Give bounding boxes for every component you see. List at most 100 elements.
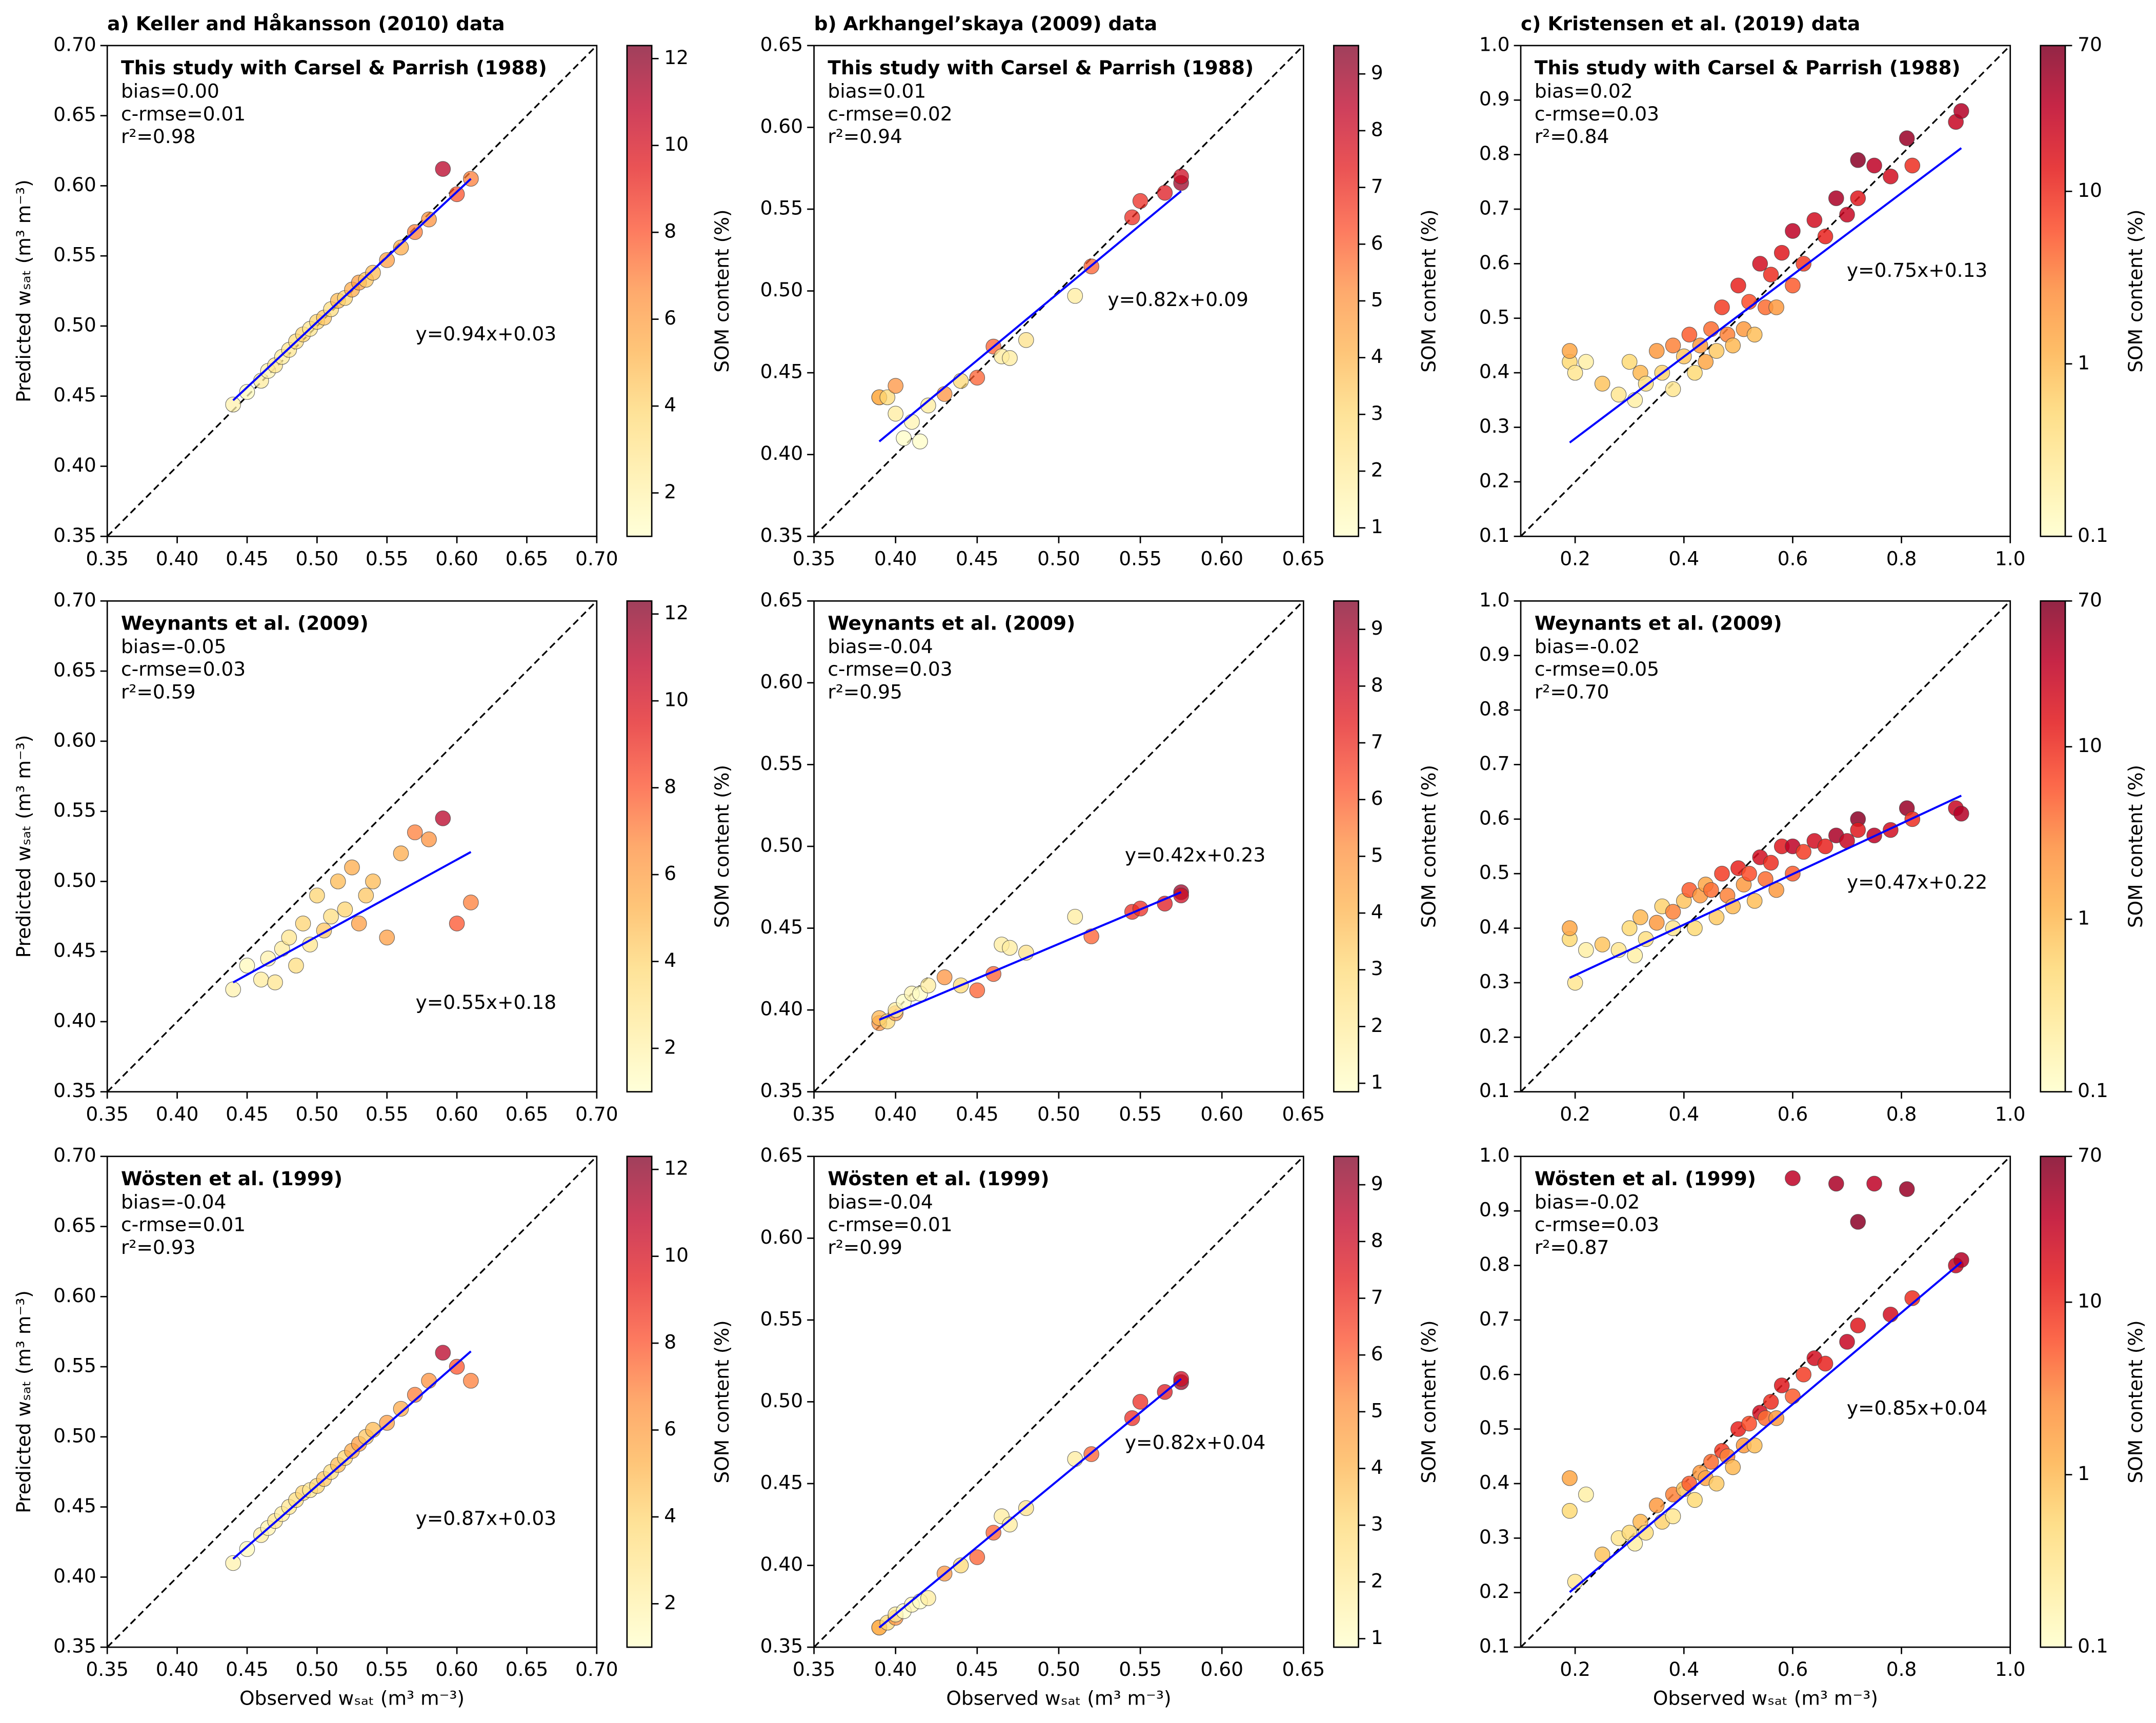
y-tick-label: 0.8 [1479, 698, 1510, 720]
point [1774, 1377, 1790, 1393]
colorbar [1333, 600, 1359, 1093]
stat-label: bias=-0.04 [121, 1190, 226, 1213]
colorbar-tick-label: 12 [664, 46, 689, 69]
method-label: This study with Carsel & Parrish (1988) [1535, 56, 1961, 79]
point [1562, 343, 1578, 359]
y-tick-label: 0.3 [1479, 415, 1510, 437]
x-axis-label: Observed wₛₐₜ (m³ m⁻³) [239, 1687, 465, 1710]
point [1578, 942, 1594, 958]
colorbar-tick-label: 1 [2078, 351, 2090, 374]
point [1752, 256, 1768, 272]
colorbar-label: SOM content (%) [2124, 209, 2147, 372]
y-tick-label: 0.65 [53, 1214, 96, 1236]
y-tick-label: 0.4 [1479, 1471, 1510, 1493]
method-label: This study with Carsel & Parrish (1988) [828, 56, 1254, 79]
point [1850, 190, 1866, 207]
panel-title: a) Keller and Håkansson (2010) data [107, 12, 505, 35]
colorbar-tick-label: 1 [1371, 515, 1383, 538]
y-tick-label: 0.65 [760, 589, 803, 611]
panel [107, 45, 597, 537]
x-tick-label: 0.50 [296, 1658, 339, 1680]
y-tick-label: 0.60 [53, 728, 96, 751]
point [1953, 1252, 1969, 1268]
colorbar-tick-label: 7 [1371, 731, 1383, 753]
point [225, 396, 241, 413]
y-tick-label: 0.1 [1479, 524, 1510, 546]
point [1746, 1437, 1763, 1453]
point [1594, 937, 1610, 952]
point [1002, 350, 1018, 366]
x-tick-label: 0.70 [575, 547, 618, 570]
y-tick-label: 0.60 [760, 115, 803, 137]
point [888, 406, 904, 422]
y-tick-label: 0.50 [760, 1389, 803, 1412]
colorbar-tick-label: 1 [1371, 1071, 1383, 1093]
fit-label: y=0.85x+0.04 [1847, 1396, 1987, 1419]
point [896, 430, 912, 447]
fit-label: y=0.87x+0.03 [416, 1507, 556, 1530]
y-axis-label: Predicted wₛₐₜ (m³ m⁻³) [12, 179, 35, 402]
point [1828, 1175, 1844, 1192]
x-tick-label: 0.50 [1037, 547, 1080, 570]
y-tick-label: 0.40 [760, 998, 803, 1020]
colorbar-tick-label: 8 [664, 1331, 676, 1353]
x-tick-label: 0.40 [156, 1103, 199, 1125]
x-tick-label: 0.45 [956, 547, 999, 570]
point [1665, 337, 1681, 354]
colorbar-tick-label: 7 [1371, 1286, 1383, 1308]
colorbar-label: SOM content (%) [711, 209, 733, 372]
method-label: Weynants et al. (2009) [121, 612, 369, 634]
stat-label: bias=0.01 [828, 80, 926, 103]
colorbar-tick-label: 2 [664, 1036, 676, 1058]
point [1763, 267, 1779, 282]
y-tick-label: 0.5 [1479, 1416, 1510, 1439]
stat-label: r²=0.93 [121, 1236, 195, 1259]
y-tick-label: 0.9 [1479, 1199, 1510, 1221]
colorbar-label: SOM content (%) [1418, 1320, 1440, 1483]
identity-line [1521, 601, 2010, 1092]
point [904, 414, 920, 430]
point [953, 373, 969, 389]
colorbar-tick-label: 10 [2078, 1290, 2102, 1312]
x-tick-label: 0.65 [1282, 1658, 1325, 1680]
y-tick-label: 0.55 [53, 244, 96, 266]
y-tick-label: 0.70 [53, 589, 96, 611]
x-tick-label: 0.55 [1119, 547, 1162, 570]
y-tick-label: 0.6 [1479, 806, 1510, 829]
colorbar-label: SOM content (%) [1418, 209, 1440, 372]
x-tick-label: 0.6 [1778, 1103, 1808, 1125]
x-tick-label: 0.60 [1200, 1658, 1243, 1680]
y-tick-label: 0.7 [1479, 1307, 1510, 1330]
y-tick-label: 0.1 [1479, 1635, 1510, 1657]
point [1594, 376, 1610, 392]
fit-line [1569, 147, 1962, 443]
point [1018, 332, 1034, 348]
x-tick-label: 0.4 [1668, 547, 1699, 570]
y-tick-label: 0.45 [53, 939, 96, 962]
x-tick-label: 0.65 [1282, 1103, 1325, 1125]
y-tick-label: 0.35 [760, 524, 803, 546]
point [365, 874, 381, 889]
point [1899, 130, 1915, 147]
x-tick-label: 1.0 [1995, 547, 2026, 570]
x-tick-label: 0.40 [156, 547, 199, 570]
point [435, 810, 451, 826]
point [449, 186, 465, 202]
y-tick-label: 0.3 [1479, 970, 1510, 992]
point [936, 969, 953, 985]
point [1904, 157, 1921, 174]
point [1562, 920, 1578, 936]
x-tick-label: 0.4 [1668, 1103, 1699, 1125]
axes-frame [1520, 1156, 2011, 1648]
point [1866, 157, 1882, 174]
point [1806, 212, 1823, 228]
point [449, 916, 465, 931]
point [337, 901, 353, 918]
point [1578, 354, 1594, 370]
point [1681, 327, 1698, 342]
colorbar-tick-label: 7 [1371, 175, 1383, 197]
colorbar-tick-label: 6 [1371, 1343, 1383, 1365]
panel [1521, 601, 2010, 1092]
point [1648, 1497, 1665, 1513]
colorbar-tick-label: 10 [664, 1244, 689, 1266]
